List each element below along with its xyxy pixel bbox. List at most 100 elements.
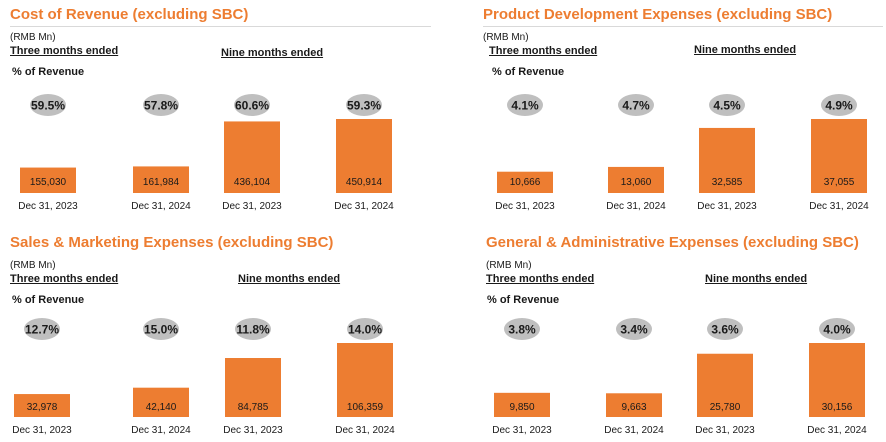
pct-of-revenue-value: 4.5%: [713, 99, 741, 113]
bar-value-label: 32,978: [27, 402, 58, 413]
bar-chart: 9,850 3.8% Dec 31, 2023 9,663 3.4% Dec 31, 20…: [492, 318, 867, 436]
three-months-header: Three months ended: [10, 273, 119, 285]
nine-months-header: Nine months ended: [238, 273, 341, 285]
bar-value-label: 37,055: [824, 177, 855, 188]
pct-of-revenue-value: 3.4%: [620, 323, 648, 337]
pct-of-revenue-value: 4.7%: [622, 99, 650, 113]
x-tick-label: Dec 31, 2023: [697, 201, 757, 212]
bar: [337, 343, 393, 417]
x-tick-label: Dec 31, 2024: [809, 201, 869, 212]
bar: [494, 392, 550, 417]
bar: [20, 167, 76, 193]
x-tick-label: Dec 31, 2023: [695, 425, 755, 436]
pct-of-revenue-value: 3.6%: [711, 323, 739, 337]
pct-of-revenue-value: 57.8%: [144, 99, 178, 113]
pct-bubble: [819, 318, 855, 340]
panel-title: Product Development Expenses (excluding …: [483, 6, 833, 23]
unit-label: (RMB Mn): [10, 260, 56, 271]
pct-of-revenue-value: 15.0%: [144, 323, 178, 337]
bar-value-label: 10,666: [510, 177, 541, 188]
bar-value-label: 450,914: [346, 177, 383, 188]
x-tick-label: Dec 31, 2023: [12, 425, 72, 436]
nine-months-header: Nine months ended: [221, 47, 324, 59]
x-tick-label: Dec 31, 2024: [335, 425, 395, 436]
x-tick-label: Dec 31, 2024: [131, 425, 191, 436]
pct-of-revenue-value: 4.0%: [823, 323, 851, 337]
three-months-header: Three months ended: [486, 273, 595, 285]
bar-value-label: 161,984: [143, 177, 180, 188]
sales-marketing-panel: Sales & Marketing Expenses (excluding SB…: [0, 221, 443, 442]
bar-value-label: 32,585: [712, 177, 743, 188]
pct-bubble: [143, 318, 179, 340]
x-tick-label: Dec 31, 2023: [222, 201, 282, 212]
cost-of-revenue-panel: Cost of Revenue (excluding SBC) (RMB Mn)…: [0, 0, 443, 221]
bar: [811, 119, 867, 193]
bar-value-label: 155,030: [30, 177, 67, 188]
pct-bubble: [709, 94, 745, 116]
bar: [14, 394, 70, 417]
pct-bubble: [143, 94, 179, 116]
unit-label: (RMB Mn): [483, 32, 529, 43]
pct-bubble: [234, 94, 270, 116]
bar-value-label: 9,850: [509, 402, 534, 413]
pct-of-revenue-label: % of Revenue: [12, 294, 85, 306]
bar-chart: 155,030 59.5% Dec 31, 2023 161,984 57.8% Dec …: [18, 94, 394, 212]
x-tick-label: Dec 31, 2024: [604, 425, 664, 436]
pct-of-revenue-value: 11.8%: [236, 323, 270, 337]
pct-bubble: [24, 318, 60, 340]
x-tick-label: Dec 31, 2023: [18, 201, 78, 212]
panel-title: General & Administrative Expenses (exclu…: [486, 234, 859, 251]
pct-bubble: [30, 94, 66, 116]
pct-of-revenue-value: 59.5%: [31, 99, 65, 113]
pct-bubble: [616, 318, 652, 340]
bar-value-label: 25,780: [710, 402, 741, 413]
bar: [225, 358, 281, 417]
panel-title: Cost of Revenue (excluding SBC): [10, 6, 249, 23]
pct-bubble: [618, 94, 654, 116]
pct-of-revenue-value: 3.8%: [508, 323, 536, 337]
pct-of-revenue-label: % of Revenue: [487, 294, 560, 306]
x-tick-label: Dec 31, 2023: [492, 425, 552, 436]
bar-value-label: 42,140: [146, 402, 177, 413]
pct-of-revenue-value: 12.7%: [25, 323, 59, 337]
title-divider: [483, 26, 883, 27]
x-tick-label: Dec 31, 2023: [223, 425, 283, 436]
pct-of-revenue-value: 4.1%: [511, 99, 539, 113]
pct-of-revenue-value: 4.9%: [825, 99, 853, 113]
bar-value-label: 436,104: [234, 177, 271, 188]
unit-label: (RMB Mn): [10, 32, 56, 43]
x-tick-label: Dec 31, 2023: [495, 201, 555, 212]
x-tick-label: Dec 31, 2024: [334, 201, 394, 212]
bar-chart: 32,978 12.7% Dec 31, 2023 42,140 15.0% Dec 31…: [12, 318, 395, 436]
bar: [224, 121, 280, 193]
pct-of-revenue-value: 59.3%: [347, 99, 381, 113]
title-divider: [10, 26, 431, 27]
bar: [809, 343, 865, 417]
pct-of-revenue-value: 60.6%: [235, 99, 269, 113]
bar-value-label: 30,156: [822, 402, 853, 413]
product-development-panel: Product Development Expenses (excluding …: [443, 0, 886, 221]
unit-label: (RMB Mn): [486, 260, 532, 271]
nine-months-header: Nine months ended: [705, 273, 808, 285]
bar: [497, 171, 553, 193]
bar-value-label: 106,359: [347, 402, 384, 413]
x-tick-label: Dec 31, 2024: [606, 201, 666, 212]
bar: [606, 393, 662, 417]
pct-bubble: [821, 94, 857, 116]
bar: [336, 119, 392, 193]
bar: [133, 166, 189, 193]
pct-of-revenue-label: % of Revenue: [12, 66, 85, 78]
pct-of-revenue-value: 14.0%: [348, 323, 382, 337]
panel-title: Sales & Marketing Expenses (excluding SB…: [10, 234, 334, 251]
x-tick-label: Dec 31, 2024: [807, 425, 867, 436]
pct-bubble: [235, 318, 271, 340]
pct-of-revenue-label: % of Revenue: [492, 66, 565, 78]
three-months-header: Three months ended: [489, 45, 598, 57]
nine-months-header: Nine months ended: [694, 44, 797, 56]
pct-bubble: [346, 94, 382, 116]
three-months-header: Three months ended: [10, 45, 119, 57]
x-tick-label: Dec 31, 2024: [131, 201, 191, 212]
bar-value-label: 9,663: [621, 402, 646, 413]
bar: [608, 166, 664, 193]
bar: [697, 353, 753, 417]
